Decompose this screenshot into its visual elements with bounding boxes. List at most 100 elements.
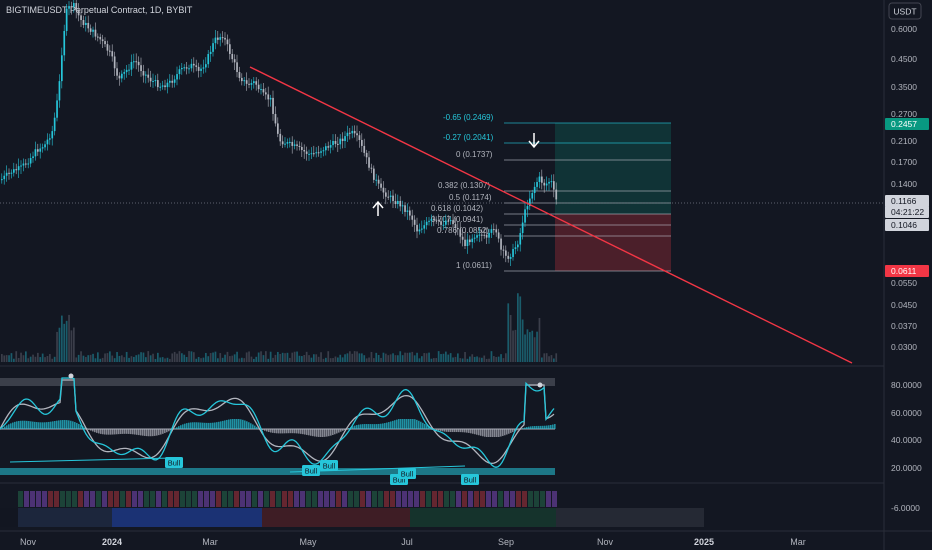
- candle-body: [109, 50, 111, 52]
- volume-bar: [409, 352, 411, 362]
- volume-bar: [51, 358, 54, 362]
- oscillator-bar: [228, 419, 230, 429]
- oscillator-histogram: [2, 419, 556, 437]
- volume-bar: [334, 356, 337, 362]
- volume-bar: [313, 354, 315, 362]
- volume-bar: [231, 355, 234, 362]
- candle-body: [32, 156, 34, 159]
- volume-bar: [185, 356, 188, 362]
- oscillator-bar: [304, 429, 306, 435]
- oscillator-bar: [108, 429, 110, 435]
- volume-bar: [68, 314, 70, 362]
- volume-bar: [111, 355, 114, 362]
- volume-bar: [418, 358, 421, 362]
- volume-bar: [17, 358, 20, 362]
- volume-bar: [425, 353, 428, 362]
- state-cell: [192, 491, 197, 507]
- volume-bar: [248, 351, 250, 362]
- volume-bar: [207, 356, 210, 362]
- target-zone[interactable]: [555, 123, 671, 214]
- volume-bar: [53, 356, 56, 362]
- bull-signal-tag[interactable]: Bull: [398, 468, 416, 479]
- state-cell: [126, 491, 131, 507]
- state-cell: [78, 491, 83, 507]
- oscillator-bar: [238, 419, 240, 429]
- volume-bar: [423, 353, 426, 362]
- oscillator-bar: [528, 426, 530, 429]
- candle-body: [478, 234, 481, 236]
- oscillator-bar: [272, 429, 274, 433]
- candle-body: [106, 44, 109, 51]
- oscillator-bar: [348, 428, 350, 429]
- volume-bar: [241, 357, 243, 362]
- volume-bar: [224, 354, 226, 362]
- oscillator-bar: [296, 429, 298, 434]
- oscillator-bar: [218, 421, 220, 429]
- candle-body: [476, 235, 478, 238]
- bull-signal-tag[interactable]: Bull: [165, 457, 183, 468]
- bull-signal-tag[interactable]: Bull: [461, 474, 479, 485]
- price-tag-label: 0.2457: [891, 119, 917, 129]
- candle-body: [433, 218, 435, 220]
- volume-bar: [171, 353, 174, 362]
- candle-body: [56, 100, 58, 118]
- candle-body: [142, 71, 145, 76]
- state-cell: [228, 491, 233, 507]
- time-label: Nov: [20, 537, 37, 547]
- bull-signal-tag[interactable]: Bull: [320, 460, 338, 471]
- state-cell: [336, 491, 341, 507]
- symbol-title[interactable]: BIGTIMEUSDT Perpetual Contract, 1D, BYBI…: [6, 5, 193, 15]
- state-cell: [30, 491, 35, 507]
- volume-bar: [308, 355, 310, 362]
- state-cell: [186, 491, 191, 507]
- bottom-pane-axis[interactable]: -6.0000: [891, 503, 920, 513]
- oscillator-bar: [478, 429, 480, 436]
- candle-body: [368, 157, 370, 168]
- oscillator-bar: [422, 422, 424, 429]
- candle-body: [406, 210, 409, 212]
- oscillator-bar: [56, 420, 58, 429]
- volume-bar: [15, 351, 18, 362]
- oscillator-bar: [492, 429, 494, 437]
- trend-band: [18, 508, 112, 527]
- price-axis[interactable]: 0.6000 0.4500 0.3500 0.2700 0.2100 0.1700 0.14…: [885, 24, 929, 352]
- volume-bar: [65, 320, 68, 362]
- oscillator-bar: [158, 429, 160, 436]
- candle-body: [41, 147, 44, 149]
- bull-signal-tag[interactable]: Bull: [302, 465, 320, 476]
- arrow-down-icon: [528, 133, 540, 149]
- descending-trendline[interactable]: [249, 66, 853, 364]
- state-cell: [408, 491, 413, 507]
- volume-bar: [413, 355, 416, 362]
- volume-bar: [349, 351, 351, 362]
- candle-body: [111, 51, 114, 57]
- oscillator-bar: [450, 429, 452, 433]
- volume-bar: [101, 357, 104, 362]
- oscillator-axis[interactable]: 80.0000 60.0000 40.0000 20.0000: [891, 380, 922, 473]
- oscillator-bar: [506, 429, 508, 435]
- bottom-indicator-pane[interactable]: [0, 491, 704, 527]
- oscillator-bar: [210, 422, 212, 429]
- oscillator-bar: [466, 429, 468, 433]
- stop-zone[interactable]: [555, 214, 671, 271]
- candle-body: [159, 86, 162, 88]
- volume-bar: [358, 353, 361, 362]
- candle-body: [430, 218, 433, 221]
- price-candles[interactable]: [1, 0, 558, 266]
- oscillator-bar: [318, 429, 320, 437]
- candle-body: [27, 163, 30, 165]
- candle-body: [361, 139, 363, 146]
- candle-body: [209, 51, 212, 55]
- currency-button[interactable]: USDT: [888, 2, 922, 20]
- time-axis[interactable]: Nov 2024 Mar May Jul Sep Nov 2025 Mar: [20, 537, 806, 547]
- oscillator-bar: [64, 419, 66, 429]
- state-cell: [420, 491, 425, 507]
- volume-bar: [298, 355, 301, 362]
- candle-body: [310, 153, 313, 155]
- candle-body: [418, 229, 421, 232]
- candle-body: [164, 85, 166, 88]
- volume-bar: [125, 351, 128, 362]
- volume-bar: [49, 354, 51, 362]
